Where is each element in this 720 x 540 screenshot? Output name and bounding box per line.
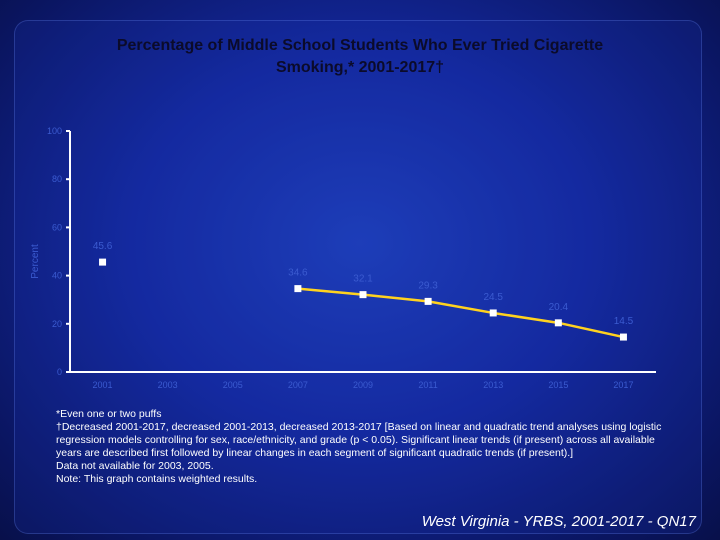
data-point <box>489 309 497 317</box>
y-tick-label: 40 <box>52 271 62 281</box>
footnote-line: Data not available for 2003, 2005. <box>56 460 214 472</box>
footnote-line: †Decreased 2001-2017, decreased 2001-201… <box>56 421 662 433</box>
chart-panel <box>14 20 702 534</box>
footnote-line: Note: This graph contains weighted resul… <box>56 473 258 485</box>
x-tick-label: 2013 <box>483 380 503 390</box>
title-line-1: Percentage of Middle School Students Who… <box>116 37 604 54</box>
series-line-segment <box>297 287 364 296</box>
title-line-2: Smoking,* 2001-2017† <box>275 59 445 76</box>
x-tick-label: 2011 <box>418 380 437 390</box>
data-label: 20.4 <box>549 302 569 313</box>
data-point <box>99 258 107 266</box>
footnotes: *Even one or two puffs †Decreased 2001-2… <box>56 408 696 486</box>
x-tick-label: 2001 <box>93 380 113 390</box>
y-tick-label: 60 <box>52 222 62 232</box>
x-tick-label: 2009 <box>353 380 373 390</box>
chart-title: Percentage of Middle School Students Who… <box>40 35 680 79</box>
footnote-line: years are described first followed by li… <box>56 447 574 459</box>
data-label: 45.6 <box>93 241 113 252</box>
y-tick-label: 80 <box>52 174 62 184</box>
footnote-line: *Even one or two puffs <box>56 408 162 420</box>
data-label: 29.3 <box>418 280 438 291</box>
series-line-segment <box>427 300 494 315</box>
data-label: 34.6 <box>288 268 308 279</box>
series-line-segment <box>493 311 559 325</box>
data-point <box>619 333 627 341</box>
data-point <box>424 297 432 305</box>
source-label: West Virginia - YRBS, 2001-2017 - QN17 <box>421 513 696 530</box>
x-tick-label: 2007 <box>288 380 308 390</box>
data-label: 32.1 <box>353 274 373 285</box>
x-tick-label: 2017 <box>613 380 633 390</box>
x-tick-label: 2015 <box>548 380 568 390</box>
footnote-line: regression models controlling for sex, r… <box>56 434 655 446</box>
y-tick-label: 20 <box>52 319 62 329</box>
data-label: 14.5 <box>614 316 634 327</box>
series-line-segment <box>558 321 624 339</box>
x-tick-label: 2005 <box>223 380 243 390</box>
y-axis-label: Percent <box>30 244 41 279</box>
y-tick-label: 100 <box>47 126 62 136</box>
data-label: 24.5 <box>483 292 503 303</box>
data-point <box>359 291 367 299</box>
data-point <box>294 285 302 293</box>
x-tick-label: 2003 <box>158 380 178 390</box>
y-tick-label: 0 <box>57 367 62 377</box>
data-point <box>554 319 562 327</box>
series-line-segment <box>362 293 429 303</box>
